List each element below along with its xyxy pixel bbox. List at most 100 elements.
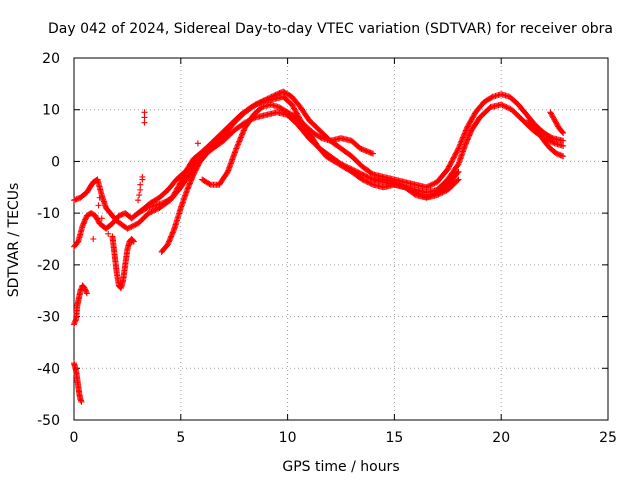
data-point [233, 145, 240, 152]
data-point [135, 197, 142, 204]
data-point [241, 126, 248, 133]
data-point [174, 184, 181, 191]
data-point [442, 188, 449, 195]
data-point [506, 105, 513, 112]
data-point [458, 137, 465, 144]
data-point [362, 177, 369, 184]
data-point [96, 194, 103, 201]
data-point [195, 162, 202, 169]
data-point [498, 101, 505, 108]
data-point [548, 111, 555, 118]
data-point [364, 173, 371, 180]
data-point [466, 120, 473, 127]
data-point [500, 102, 507, 109]
data-point [454, 162, 461, 169]
data-point [368, 181, 375, 188]
x-tick-label: 10 [279, 430, 297, 446]
data-point [295, 113, 302, 120]
data-point [142, 205, 149, 212]
data-point [137, 186, 144, 193]
data-point [181, 171, 188, 178]
data-point [293, 109, 300, 116]
data-point [438, 190, 445, 197]
data-point [128, 238, 135, 245]
data-point [290, 104, 297, 111]
data-point [396, 181, 403, 188]
data-point [172, 188, 179, 195]
data-point [560, 137, 567, 144]
plot-frame [73, 57, 609, 421]
data-point [248, 104, 255, 111]
data-point [194, 163, 201, 170]
data-point [124, 225, 131, 232]
x-tick-label: 25 [599, 430, 617, 446]
data-point [470, 113, 477, 120]
data-point [455, 176, 462, 183]
data-point [548, 110, 555, 117]
data-point [363, 178, 370, 185]
data-point [394, 180, 401, 187]
data-point [440, 188, 447, 195]
data-point [237, 135, 244, 142]
data-point [127, 224, 134, 231]
data-point [426, 182, 433, 189]
data-point [136, 192, 143, 199]
data-point [359, 176, 366, 183]
data-point [128, 223, 135, 230]
data-point [360, 177, 367, 184]
y-tick-label: -40 [37, 361, 60, 377]
data-point [194, 140, 201, 147]
data-point [446, 162, 453, 169]
data-point [364, 179, 371, 186]
data-point [98, 215, 105, 222]
data-point [95, 217, 102, 224]
data-point [460, 134, 467, 141]
data-point [464, 124, 471, 131]
data-point [471, 111, 478, 118]
data-point [239, 130, 246, 137]
y-tick-label: 0 [51, 154, 60, 170]
data-point [366, 179, 373, 186]
y-tick-label: -30 [37, 310, 60, 326]
data-point [457, 141, 464, 148]
data-point [191, 168, 198, 175]
data-point [178, 177, 185, 184]
data-point [171, 190, 178, 197]
data-point [395, 181, 402, 188]
data-point [464, 123, 471, 130]
data-point [132, 221, 139, 228]
data-point [452, 151, 459, 158]
x-tick-label: 15 [385, 430, 403, 446]
x-axis-label: GPS time / hours [282, 459, 399, 475]
data-point [180, 173, 187, 180]
data-point [435, 191, 442, 198]
data-point [83, 290, 90, 297]
data-point [455, 168, 462, 175]
y-tick-labels: 20 10 0 -10 -20 -30 -40 -50 [37, 51, 60, 429]
data-point [560, 129, 567, 136]
data-point [130, 237, 137, 244]
data-point [469, 114, 476, 121]
data-point [450, 155, 457, 162]
data-point [398, 182, 405, 189]
data-point [78, 398, 85, 405]
data-point [250, 102, 257, 109]
data-point [254, 100, 261, 107]
data-point [446, 163, 453, 170]
data-point [560, 142, 567, 149]
data-point [195, 161, 202, 168]
data-point [240, 128, 247, 135]
data-point [462, 127, 469, 134]
data-point [182, 168, 189, 175]
data-point [234, 142, 241, 149]
data-point [175, 182, 182, 189]
data-point [193, 166, 200, 173]
data-point [172, 189, 179, 196]
data-point [125, 225, 132, 232]
data-point [448, 158, 455, 165]
data-point [233, 144, 240, 151]
data-point [457, 139, 464, 146]
data-point [179, 176, 186, 183]
data-point [291, 105, 298, 112]
